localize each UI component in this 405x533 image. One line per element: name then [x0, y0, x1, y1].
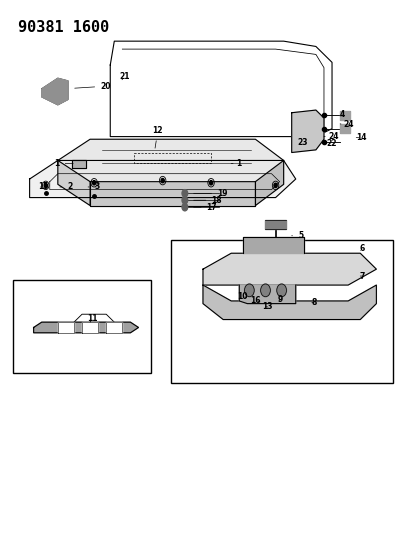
Text: 1: 1: [231, 159, 241, 168]
Text: 2: 2: [60, 182, 72, 191]
Text: 11: 11: [87, 314, 97, 323]
Circle shape: [273, 183, 277, 188]
Circle shape: [260, 284, 270, 297]
Bar: [13, 280, 150, 373]
Polygon shape: [30, 160, 295, 198]
Bar: [339, 111, 350, 119]
Text: 14: 14: [355, 133, 366, 142]
Circle shape: [181, 204, 187, 211]
Text: 19: 19: [193, 189, 227, 198]
Text: 7: 7: [359, 271, 364, 280]
Polygon shape: [90, 182, 255, 206]
Text: 18: 18: [193, 196, 222, 205]
Polygon shape: [202, 285, 375, 319]
Polygon shape: [58, 139, 283, 182]
Bar: [265, 220, 285, 229]
Polygon shape: [58, 160, 90, 206]
Circle shape: [92, 181, 96, 185]
Text: 20: 20: [75, 82, 111, 91]
Text: 6: 6: [359, 244, 364, 253]
Circle shape: [181, 197, 187, 204]
Text: 90381 1600: 90381 1600: [17, 20, 109, 35]
Bar: [171, 240, 392, 383]
Polygon shape: [255, 160, 283, 206]
Text: 5: 5: [291, 231, 303, 240]
Circle shape: [161, 179, 164, 183]
Text: 23: 23: [297, 138, 307, 147]
Polygon shape: [239, 285, 295, 304]
Text: 24: 24: [339, 120, 353, 130]
Text: 22: 22: [323, 139, 337, 148]
Polygon shape: [34, 322, 138, 333]
Text: 24: 24: [323, 132, 338, 141]
Circle shape: [181, 190, 187, 197]
Polygon shape: [291, 110, 323, 152]
Text: 16: 16: [249, 296, 260, 305]
Polygon shape: [202, 253, 375, 285]
Text: 9: 9: [277, 295, 282, 304]
Circle shape: [276, 284, 286, 297]
Text: 21: 21: [119, 72, 129, 81]
Text: 1: 1: [54, 159, 73, 168]
Polygon shape: [243, 237, 303, 253]
Text: 3: 3: [88, 182, 100, 191]
Text: 13: 13: [262, 302, 272, 311]
Circle shape: [44, 183, 47, 188]
Polygon shape: [106, 322, 122, 333]
Circle shape: [244, 284, 254, 297]
Text: 10: 10: [236, 292, 247, 301]
Circle shape: [209, 181, 212, 185]
Polygon shape: [58, 322, 74, 333]
Text: 15: 15: [38, 182, 49, 191]
Polygon shape: [42, 78, 68, 105]
Polygon shape: [72, 160, 86, 168]
Text: 4: 4: [339, 110, 344, 119]
Text: 17: 17: [193, 203, 217, 212]
Bar: [339, 124, 350, 133]
Polygon shape: [82, 322, 98, 333]
Text: 12: 12: [152, 126, 163, 148]
Text: 8: 8: [310, 298, 316, 307]
